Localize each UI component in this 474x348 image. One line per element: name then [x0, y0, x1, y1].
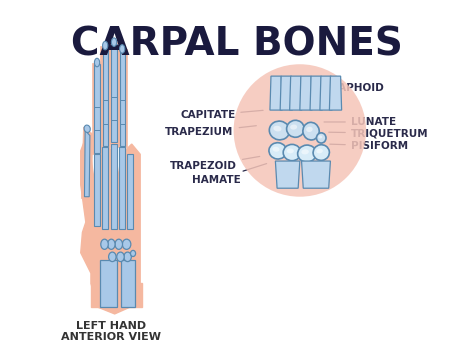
Ellipse shape [117, 252, 124, 262]
Text: CARPAL BONES: CARPAL BONES [71, 25, 403, 63]
Polygon shape [301, 161, 330, 188]
Text: PISIFORM: PISIFORM [330, 141, 408, 151]
Ellipse shape [124, 252, 131, 262]
Ellipse shape [290, 125, 297, 130]
Ellipse shape [306, 127, 313, 132]
Ellipse shape [313, 145, 329, 160]
Ellipse shape [108, 239, 115, 250]
Text: SCAPHOID: SCAPHOID [310, 83, 384, 96]
Polygon shape [118, 49, 127, 148]
Ellipse shape [317, 133, 326, 143]
Ellipse shape [102, 41, 108, 50]
Text: TRIQUETRUM: TRIQUETRUM [329, 128, 428, 138]
Polygon shape [329, 76, 342, 110]
Polygon shape [300, 76, 312, 110]
Polygon shape [81, 130, 140, 314]
Ellipse shape [287, 120, 304, 137]
Polygon shape [270, 76, 282, 110]
Polygon shape [121, 260, 135, 307]
Polygon shape [94, 154, 100, 226]
Polygon shape [119, 51, 125, 146]
Ellipse shape [319, 135, 322, 139]
Text: HAMATE: HAMATE [191, 164, 266, 185]
Ellipse shape [298, 145, 316, 162]
Polygon shape [84, 130, 90, 197]
Ellipse shape [109, 252, 116, 262]
Ellipse shape [119, 45, 125, 53]
Ellipse shape [303, 122, 319, 140]
Polygon shape [310, 76, 322, 110]
Polygon shape [275, 161, 300, 188]
Polygon shape [280, 76, 292, 110]
Polygon shape [320, 76, 332, 110]
Ellipse shape [269, 143, 287, 159]
Polygon shape [94, 64, 100, 152]
Ellipse shape [130, 251, 136, 256]
Ellipse shape [122, 239, 131, 250]
Polygon shape [102, 148, 108, 229]
Polygon shape [102, 47, 108, 146]
Text: LEFT HAND
ANTERIOR VIEW: LEFT HAND ANTERIOR VIEW [61, 321, 161, 342]
Polygon shape [128, 154, 133, 229]
Ellipse shape [269, 121, 290, 140]
Ellipse shape [273, 147, 280, 152]
Polygon shape [100, 46, 110, 148]
Ellipse shape [283, 144, 301, 161]
Polygon shape [100, 260, 117, 307]
Text: CAPITATE: CAPITATE [180, 110, 263, 120]
Ellipse shape [273, 126, 282, 132]
Polygon shape [91, 283, 142, 307]
Polygon shape [109, 42, 119, 144]
Ellipse shape [287, 149, 294, 153]
Ellipse shape [111, 38, 117, 46]
Text: TRAPEZOID: TRAPEZOID [170, 156, 260, 171]
Polygon shape [111, 144, 117, 229]
Polygon shape [119, 148, 125, 229]
Ellipse shape [101, 239, 108, 250]
Ellipse shape [84, 125, 91, 133]
Ellipse shape [115, 239, 122, 250]
Polygon shape [290, 76, 302, 110]
Ellipse shape [316, 149, 323, 153]
Polygon shape [111, 44, 117, 142]
Polygon shape [82, 127, 92, 198]
Ellipse shape [94, 58, 100, 67]
Text: LUNATE: LUNATE [324, 117, 396, 127]
Circle shape [234, 64, 366, 197]
Ellipse shape [301, 149, 309, 155]
Text: TRAPEZIUM: TRAPEZIUM [165, 126, 256, 137]
Polygon shape [92, 63, 102, 154]
